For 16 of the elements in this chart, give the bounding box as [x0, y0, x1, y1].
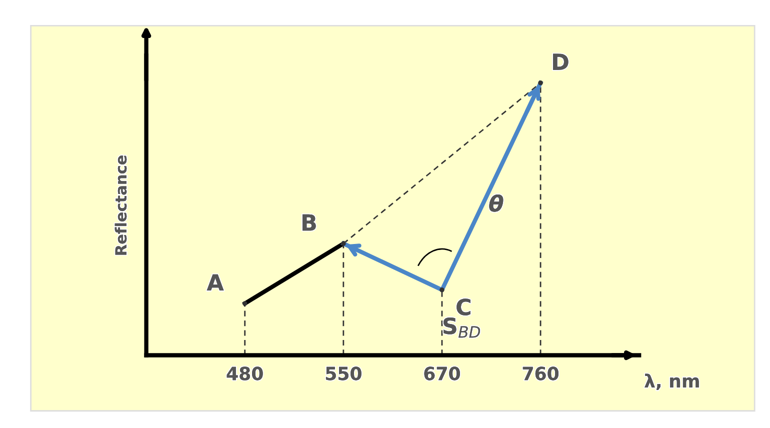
annotation: B — [302, 214, 316, 231]
annotation: S$_{BD}$ — [444, 317, 480, 338]
x-tick-label: 670 — [424, 366, 460, 380]
y-axis-title: Reflectance — [114, 156, 127, 255]
x-axis-title: λ, nm — [644, 374, 699, 390]
point — [341, 241, 346, 246]
annotation: A — [206, 274, 224, 291]
point — [538, 80, 543, 86]
annotation: C — [456, 298, 470, 316]
x-tick-label: 550 — [326, 366, 362, 380]
annotation: D — [553, 54, 568, 70]
point — [242, 301, 248, 306]
annotation: θ — [489, 194, 504, 212]
x-tick-label: 480 — [226, 366, 263, 380]
x-tick-label: 760 — [522, 366, 559, 380]
point — [440, 287, 444, 292]
